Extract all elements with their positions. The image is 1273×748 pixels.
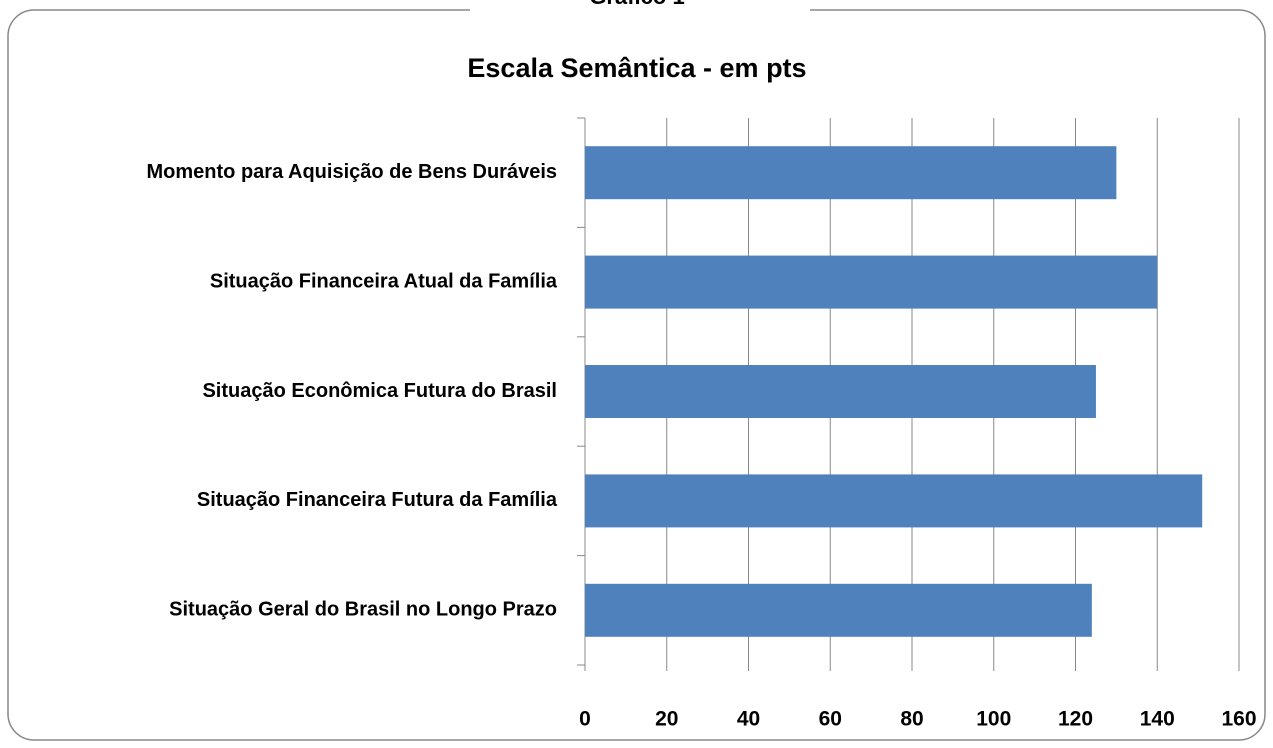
x-tick-label: 80 bbox=[900, 708, 923, 731]
x-tick-label: 20 bbox=[655, 708, 678, 731]
y-tick-label: Situação Geral do Brasil no Longo Prazo bbox=[169, 599, 557, 621]
bar bbox=[585, 146, 1117, 200]
chart-heading: Gráfico 1 bbox=[589, 0, 684, 9]
x-tick-label: 100 bbox=[976, 708, 1011, 731]
y-tick-label: Situação Financeira Atual da Família bbox=[210, 270, 558, 292]
bar bbox=[585, 474, 1203, 528]
x-tick-label: 120 bbox=[1058, 708, 1093, 731]
bar bbox=[585, 255, 1158, 309]
y-tick-label: Situação Financeira Futura da Família bbox=[197, 489, 558, 511]
bar bbox=[585, 583, 1092, 637]
chart-title: Escala Semântica - em pts bbox=[467, 53, 806, 83]
bar bbox=[585, 365, 1096, 418]
y-tick-label: Momento para Aquisição de Bens Duráveis bbox=[147, 161, 557, 183]
y-tick-label: Situação Econômica Futura do Brasil bbox=[202, 380, 557, 402]
x-tick-label: 40 bbox=[737, 708, 760, 731]
x-tick-label: 60 bbox=[819, 708, 842, 731]
heading-bg bbox=[470, 0, 810, 12]
x-tick-label: 0 bbox=[579, 708, 591, 731]
x-tick-label: 140 bbox=[1140, 708, 1175, 731]
x-tick-label: 160 bbox=[1221, 708, 1256, 731]
